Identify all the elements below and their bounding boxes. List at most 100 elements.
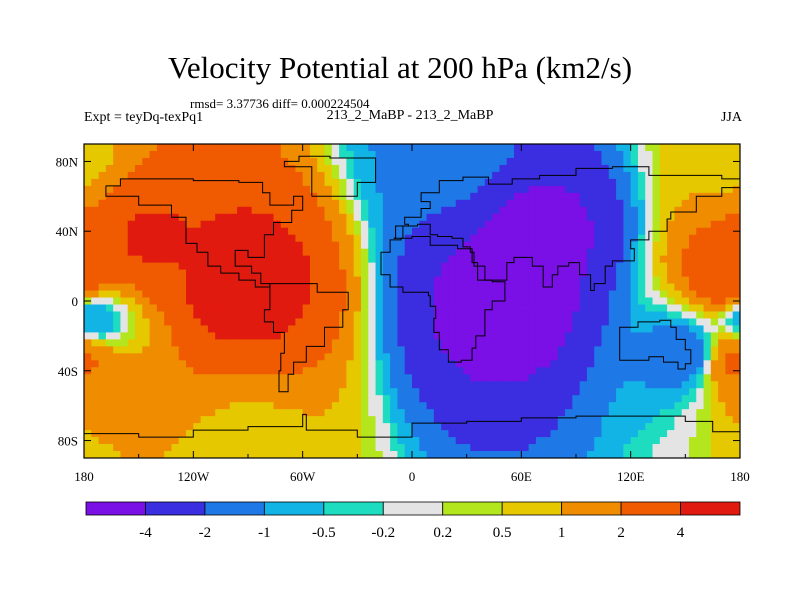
field-cell: [244, 297, 253, 306]
field-cell: [630, 381, 639, 389]
field-cell: [317, 416, 326, 424]
field-cell: [535, 374, 544, 382]
field-cell: [616, 248, 624, 257]
field-cell: [127, 290, 136, 299]
field-cell: [317, 157, 326, 166]
field-cell: [258, 381, 267, 389]
field-cell: [688, 164, 697, 173]
field-cell: [397, 402, 406, 410]
field-cell: [135, 227, 143, 236]
field-cell: [703, 374, 712, 382]
field-cell: [710, 262, 719, 271]
field-cell: [346, 227, 355, 236]
field-cell: [113, 150, 122, 159]
field-cell: [288, 290, 296, 299]
field-cell: [557, 353, 566, 361]
field-cell: [616, 192, 624, 201]
field-cell: [324, 290, 333, 299]
field-cell: [623, 192, 632, 201]
field-cell: [506, 353, 515, 361]
field-cell: [382, 185, 391, 194]
field-cell: [375, 444, 384, 452]
field-cell: [397, 171, 406, 180]
field-cell: [637, 353, 646, 361]
field-cell: [419, 171, 428, 180]
field-cell: [98, 227, 107, 236]
field-cell: [375, 227, 384, 236]
field-cell: [579, 416, 588, 424]
field-cell: [295, 332, 304, 340]
field-cell: [280, 199, 289, 208]
field-cell: [142, 430, 151, 438]
field-cell: [484, 269, 493, 278]
field-cell: [659, 164, 668, 173]
field-cell: [470, 332, 479, 340]
field-cell: [623, 304, 632, 313]
field-cell: [397, 185, 406, 194]
field-cell: [222, 171, 231, 180]
field-cell: [484, 157, 493, 166]
field-cell: [594, 339, 603, 347]
field-cell: [586, 185, 595, 194]
field-cell: [521, 367, 530, 375]
field-cell: [229, 290, 238, 299]
field-cell: [412, 164, 420, 173]
field-cell: [200, 451, 209, 458]
field-cell: [288, 220, 296, 229]
field-cell: [324, 444, 333, 452]
field-cell: [484, 185, 493, 194]
field-cell: [353, 437, 362, 445]
field-cell: [557, 192, 566, 201]
field-cell: [288, 409, 296, 417]
field-cell: [572, 192, 581, 201]
field-cell: [616, 199, 624, 208]
field-cell: [441, 262, 450, 271]
field-cell: [659, 339, 668, 347]
field-cell: [645, 304, 654, 313]
field-cell: [302, 144, 311, 152]
field-cell: [703, 206, 712, 215]
field-cell: [718, 199, 727, 208]
field-cell: [222, 423, 231, 431]
field-cell: [499, 283, 508, 292]
field-cell: [229, 395, 238, 403]
field-cell: [229, 199, 238, 208]
field-cell: [441, 157, 450, 166]
field-cell: [127, 248, 136, 257]
field-cell: [309, 332, 318, 340]
field-cell: [193, 402, 202, 410]
field-cell: [499, 416, 508, 424]
field-cell: [186, 437, 194, 445]
field-cell: [667, 192, 675, 201]
field-cell: [251, 290, 260, 299]
field-cell: [186, 262, 194, 271]
field-cell: [390, 241, 399, 250]
field-cell: [302, 227, 311, 236]
field-cell: [266, 276, 275, 285]
field-cell: [295, 144, 304, 152]
field-cell: [251, 374, 260, 382]
field-cell: [579, 346, 588, 354]
field-cell: [135, 262, 143, 271]
field-cell: [681, 402, 690, 410]
field-cell: [91, 332, 100, 340]
field-cell: [557, 150, 566, 159]
field-cell: [207, 346, 216, 354]
field-cell: [215, 283, 224, 292]
field-cell: [288, 395, 296, 403]
field-cell: [324, 199, 333, 208]
field-cell: [463, 409, 471, 417]
field-cell: [135, 353, 143, 361]
field-cell: [616, 416, 624, 424]
field-cell: [324, 374, 333, 382]
field-cell: [317, 144, 326, 152]
field-cell: [696, 409, 705, 417]
field-cell: [295, 409, 304, 417]
field-cell: [499, 234, 508, 243]
field-cell: [258, 150, 267, 159]
field-cell: [550, 241, 559, 250]
field-cell: [266, 339, 275, 347]
field-cell: [397, 178, 406, 187]
field-cell: [652, 241, 661, 250]
field-cell: [565, 192, 573, 201]
